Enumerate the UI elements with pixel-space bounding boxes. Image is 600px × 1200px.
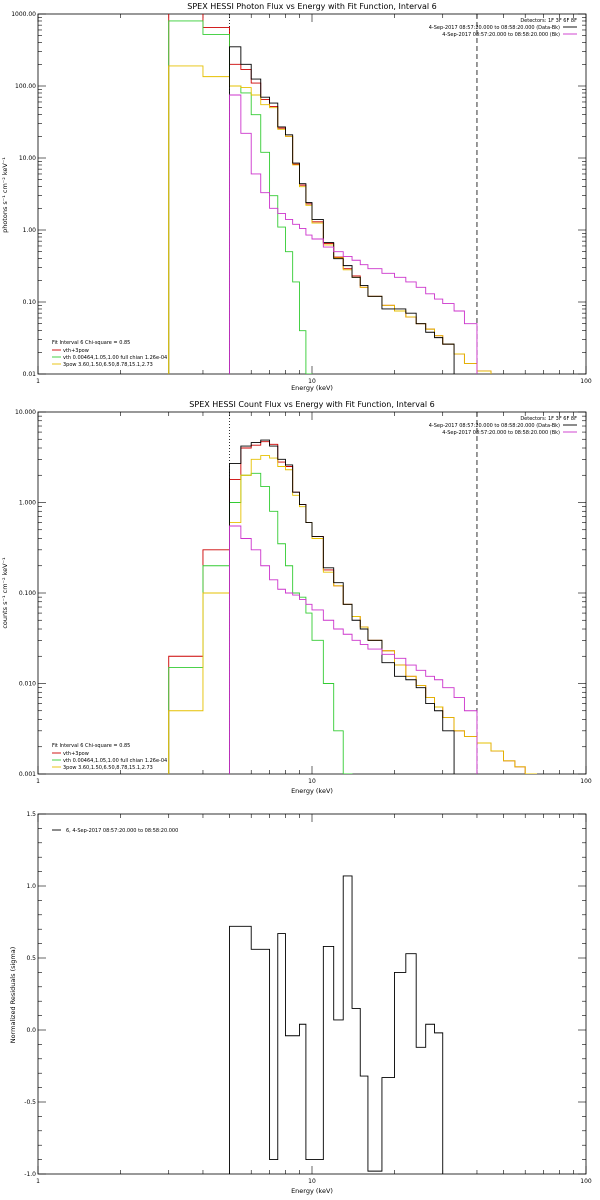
x-tick-label: 100 <box>580 378 592 385</box>
time-line-bk: 4-Sep-2017 08:57:20.000 to 08:58:20.000 … <box>442 32 560 38</box>
y-tick-label: 1000.00 <box>11 11 36 18</box>
detectors-label: Detectors: 1F 3F 6F 8F <box>520 18 577 24</box>
series-line <box>168 455 538 774</box>
y-tick-label: 1.0 <box>26 883 36 890</box>
y-tick-label: -1.0 <box>24 1171 36 1178</box>
y-tick-label: 100.00 <box>15 83 36 90</box>
y-tick-label: 1.000 <box>19 500 36 507</box>
x-tick-label: 1 <box>36 378 40 385</box>
x-tick-label: 10 <box>308 378 316 385</box>
series-line <box>168 20 313 374</box>
y-tick-label: 1.5 <box>26 811 36 818</box>
time-line-data: 4-Sep-2017 08:57:20.000 to 08:58:20.000 … <box>429 423 560 429</box>
x-tick-label: 1 <box>36 1178 40 1185</box>
legend-label: vth+3pow <box>63 751 89 757</box>
chart-title: SPEX HESSI Count Flux vs Energy with Fit… <box>189 400 434 409</box>
x-axis-label: Energy (keV) <box>291 1187 333 1195</box>
y-axis-label: counts s⁻¹ cm⁻² keV⁻¹ <box>1 557 9 629</box>
legend-label: 6, 4-Sep-2017 08:57:20.000 to 08:58:20.0… <box>66 828 178 834</box>
legend-label: vth+3pow <box>63 348 89 354</box>
plot-frame <box>37 13 587 375</box>
y-tick-label: 0.010 <box>19 681 36 688</box>
y-tick-label: 10.00 <box>19 155 36 162</box>
x-axis-label: Energy (keV) <box>291 384 333 392</box>
y-axis-label: photons s⁻¹ cm⁻² keV⁻¹ <box>1 157 9 233</box>
detectors-label: Detectors: 1F 3F 6F 8F <box>520 416 577 422</box>
series-line <box>229 875 444 1174</box>
plot-frame <box>37 813 587 1175</box>
y-tick-label: 10.000 <box>15 409 36 416</box>
x-tick-label: 10 <box>308 778 316 785</box>
y-tick-label: 0.001 <box>19 771 36 778</box>
y-tick-label: 0.10 <box>23 299 37 306</box>
plot-frame <box>37 411 587 775</box>
series-line <box>168 472 353 774</box>
x-tick-label: 100 <box>580 778 592 785</box>
legend-label: 3pow 3.60,1.50,6.50,8.78,15.1,2.73 <box>63 362 153 368</box>
chart-title: SPEX HESSI Photon Flux vs Energy with Fi… <box>187 2 437 11</box>
x-axis-label: Energy (keV) <box>291 787 333 795</box>
x-tick-label: 1 <box>36 778 40 785</box>
y-tick-label: 0.0 <box>26 1027 36 1034</box>
time-line-bk: 4-Sep-2017 08:57:20.000 to 08:58:20.000 … <box>442 430 560 436</box>
series-line <box>229 525 478 774</box>
series-line <box>229 94 478 374</box>
count-flux-panel: SPEX HESSI Count Flux vs Energy with Fit… <box>1 400 592 795</box>
photon-flux-panel: SPEX HESSI Photon Flux vs Energy with Fi… <box>1 2 592 392</box>
series-line <box>168 441 538 774</box>
y-tick-label: 0.100 <box>19 590 36 597</box>
residuals-panel: Energy (keV) Normalized Residuals (sigma… <box>9 811 592 1195</box>
y-axis-label: Normalized Residuals (sigma) <box>9 947 17 1044</box>
legend-label: vth 0.00464,1.05,1.00 full chian 1.26e-0… <box>63 355 167 361</box>
time-line-data: 4-Sep-2017 08:57:20.000 to 08:58:20.000 … <box>429 25 560 31</box>
y-tick-label: 0.5 <box>26 955 36 962</box>
series-line <box>168 65 492 374</box>
fit-interval-text: Fit Interval 6 Chi-square = 0.85 <box>52 340 130 346</box>
series-line <box>229 46 455 374</box>
y-tick-label: 0.01 <box>23 371 37 378</box>
y-tick-label: -0.5 <box>24 1099 36 1106</box>
x-tick-label: 100 <box>580 1178 592 1185</box>
x-tick-label: 10 <box>308 1178 316 1185</box>
legend-label: vth 0.00464,1.05,1.00 full chian 1.26e-0… <box>63 758 167 764</box>
series-line <box>229 439 455 774</box>
series-line <box>168 14 492 374</box>
y-tick-label: 1.00 <box>23 227 37 234</box>
fit-interval-text: Fit Interval 6 Chi-square = 0.85 <box>52 743 130 749</box>
legend-label: 3pow 3.60,1.50,6.50,8.78,15.1,2.73 <box>63 765 153 771</box>
